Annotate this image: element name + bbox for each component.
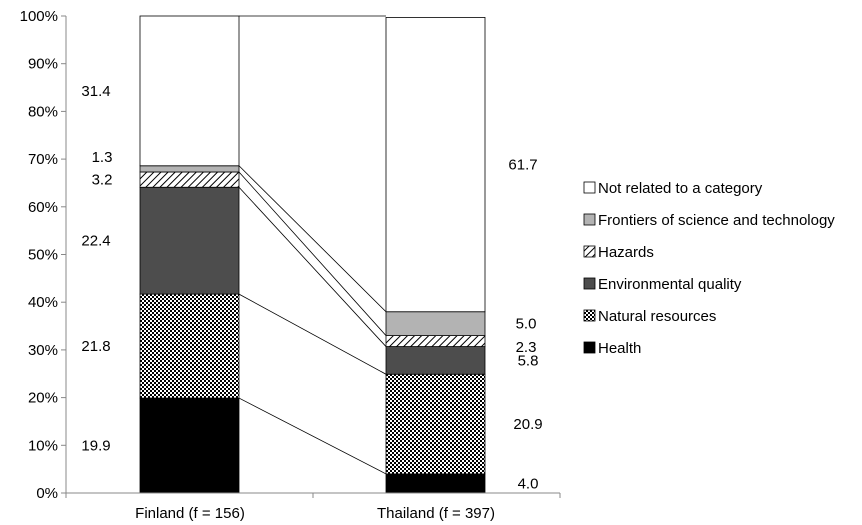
legend-label: Hazards (598, 244, 654, 261)
bar-segment (139, 171, 240, 188)
connector-line (238, 186, 387, 347)
data-label: 3.2 (92, 172, 113, 189)
data-label: 61.7 (508, 157, 537, 174)
y-tick-label: 80% (28, 103, 58, 120)
data-labels: 19.9 21.8 22.4 3.2 1.3 31.4 4.0 20.9 5.82.3 5.0 61… (81, 83, 542, 493)
x-tick-label: Thailand (f = 397) (377, 505, 495, 522)
legend: Not related to a category Frontiers of sc… (583, 180, 835, 357)
legend-swatch (583, 309, 596, 322)
bar-segment (385, 311, 486, 336)
data-label: 5.8 (518, 352, 539, 369)
y-tick-label: 50% (28, 247, 58, 264)
data-label: 19.9 (81, 438, 110, 455)
y-tick-label: 10% (28, 437, 58, 454)
bar-segment (139, 15, 240, 167)
legend-swatch (583, 213, 596, 226)
data-label: 2.3 (516, 339, 537, 356)
legend-label: Frontiers of science and technology (598, 212, 835, 229)
legend-label: Environmental quality (598, 276, 742, 293)
bar-segment (385, 473, 486, 494)
y-tick-label: 70% (28, 151, 58, 168)
y-tick-label: 20% (28, 390, 58, 407)
connector-line (238, 293, 387, 375)
legend-label: Natural resources (598, 308, 716, 325)
bar-segment (385, 373, 486, 475)
legend-swatch (583, 277, 596, 290)
connector-lines (238, 15, 387, 475)
legend-swatch (583, 341, 596, 354)
bar-segment (385, 335, 486, 347)
legend-swatch (583, 181, 596, 194)
data-label: 31.4 (81, 83, 110, 100)
y-tick-label: 60% (28, 199, 58, 216)
y-tick-label: 90% (28, 56, 58, 73)
connector-line (238, 165, 387, 313)
data-label: 22.4 (81, 233, 110, 250)
bars (139, 15, 486, 494)
connector-line (238, 171, 387, 336)
bar-segment (139, 186, 240, 295)
data-label: 20.9 (513, 416, 542, 433)
legend-swatch (583, 245, 596, 258)
y-tick-label: 100% (20, 8, 58, 25)
y-tick-label: 0% (36, 485, 58, 502)
data-label: 4.0 (518, 475, 539, 492)
axes: 0% 10% 20% 30% 40% 50% 60% 70% 80% 90% 100% Finland… (20, 8, 561, 522)
data-label: 1.3 (92, 149, 113, 166)
bar-segment (139, 397, 240, 494)
data-label: 21.8 (81, 338, 110, 355)
data-label: 5.0 (516, 316, 537, 333)
bar-segment (385, 17, 486, 313)
connector-line (238, 397, 387, 475)
bar-segment (139, 165, 240, 173)
bar-segment (139, 293, 240, 399)
y-tick-label: 40% (28, 294, 58, 311)
legend-label: Health (598, 340, 641, 357)
y-tick-label: 30% (28, 342, 58, 359)
bar-segment (385, 346, 486, 375)
legend-label: Not related to a category (598, 180, 763, 197)
x-tick-label: Finland (f = 156) (135, 505, 245, 522)
